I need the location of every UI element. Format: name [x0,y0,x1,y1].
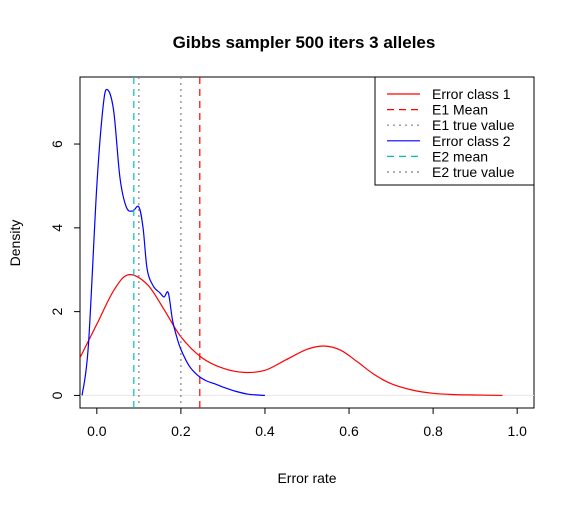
legend-label-e2-mean: E2 mean [432,148,488,164]
x-tick-label: 0.6 [339,423,359,439]
y-tick-label: 4 [49,224,65,232]
y-tick-label: 0 [49,391,65,399]
legend-label-e1-mean: E1 Mean [432,102,488,118]
legend-label-e2-true-value: E2 true value [432,164,515,180]
x-tick-label: 1.0 [507,423,527,439]
series-error-class-2-line [81,88,266,397]
chart-title: Gibbs sampler 500 iters 3 alleles [173,33,436,52]
x-axis-label: Error rate [277,470,336,486]
y-axis: 0 2 4 6 [49,140,81,399]
legend-label-error-class-2: Error class 2 [432,133,511,149]
legend-label-error-class-1: Error class 1 [432,86,511,102]
x-axis: 0.0 0.2 0.4 0.6 0.8 1.0 [87,407,527,439]
series-error-class-1-line [80,274,503,397]
legend-box [374,76,535,186]
legend-label-e1-true-value: E1 true value [432,117,515,133]
series-layer [80,77,503,408]
y-axis-label: Density [7,220,23,267]
y-tick-label: 2 [49,308,65,316]
y-tick-label: 6 [49,140,65,148]
x-tick-label: 0.8 [423,423,443,439]
x-tick-label: 0.4 [255,423,275,439]
x-tick-label: 0.2 [171,423,191,439]
x-tick-label: 0.0 [87,423,107,439]
